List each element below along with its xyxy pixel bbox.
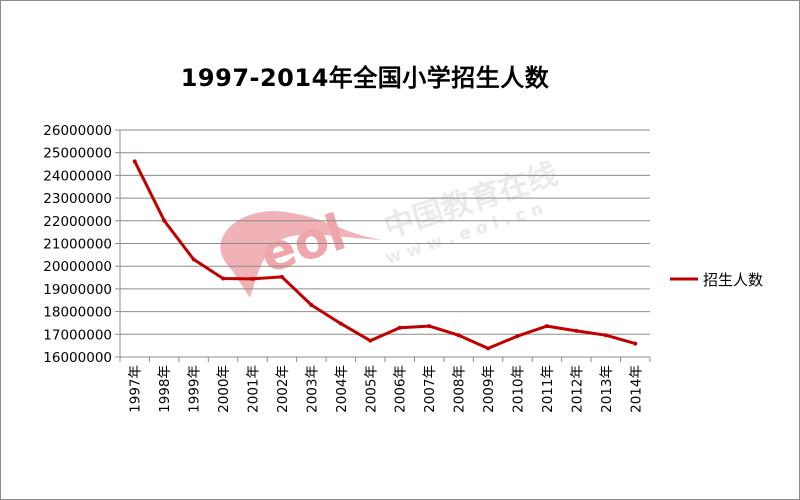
data-point (132, 159, 137, 164)
eol-swoosh-shape (220, 211, 383, 298)
x-tick-label: 2007年 (422, 365, 438, 413)
x-tick-label: 2012年 (569, 365, 585, 413)
data-point (191, 257, 196, 262)
x-tick-label: 1997年 (128, 365, 144, 413)
data-point (368, 338, 373, 343)
x-tick-label: 2009年 (481, 365, 497, 413)
x-tick-label: 1998年 (157, 365, 173, 413)
data-point (603, 333, 608, 338)
y-tick-label: 22000000 (43, 214, 112, 230)
series-line (133, 159, 637, 350)
y-tick-label: 16000000 (43, 350, 112, 366)
x-tick-label: 2005年 (363, 365, 379, 413)
y-tick-label: 18000000 (43, 305, 112, 321)
y-tick-label: 25000000 (43, 146, 112, 162)
data-point (633, 341, 638, 346)
y-tick-label: 24000000 (43, 168, 112, 184)
legend: 招生人数 (670, 271, 763, 289)
x-tick-label: 2004年 (334, 365, 350, 413)
data-point (515, 334, 520, 339)
gridlines (120, 129, 650, 358)
x-tick-label: 2014年 (628, 365, 644, 413)
y-tick-label: 19000000 (43, 282, 112, 298)
x-tick-label: 2011年 (540, 365, 556, 413)
x-tick-label: 2003年 (304, 365, 320, 413)
x-axis-ticks: 1997年 1998年 1999年 2000年 2001年 2002年 2003年 2004年… (119, 357, 651, 413)
data-point (456, 333, 461, 338)
data-point (427, 324, 432, 329)
y-tick-label: 20000000 (43, 259, 112, 275)
data-point (221, 276, 226, 281)
y-tick-label: 26000000 (43, 123, 112, 139)
data-point (574, 328, 579, 333)
x-tick-label: 2000年 (216, 365, 232, 413)
data-point (250, 276, 255, 281)
data-point (486, 346, 491, 351)
legend-label: 招生人数 (703, 271, 763, 289)
series-layer (132, 159, 638, 351)
data-point (397, 325, 402, 330)
x-tick-label: 2010年 (511, 365, 527, 413)
y-tick-label: 17000000 (43, 327, 112, 343)
chart-title: 1997-2014年全国小学招生人数 (180, 64, 550, 92)
data-point (162, 218, 167, 223)
y-tick-label: 23000000 (43, 191, 112, 207)
data-point (338, 321, 343, 326)
data-point (309, 303, 314, 308)
data-point (544, 324, 549, 329)
x-tick-label: 2008年 (452, 365, 468, 413)
x-tick-label: 2006年 (393, 365, 409, 413)
y-axis-ticks: 26000000 25000000 24000000 23000000 22000000… (43, 123, 120, 366)
y-tick-label: 21000000 (43, 237, 112, 253)
x-tick-label: 2001年 (246, 365, 262, 413)
data-point (279, 274, 284, 279)
x-tick-label: 1999年 (187, 365, 203, 413)
x-tick-label: 2002年 (275, 365, 291, 413)
x-tick-label: 2013年 (599, 365, 615, 413)
